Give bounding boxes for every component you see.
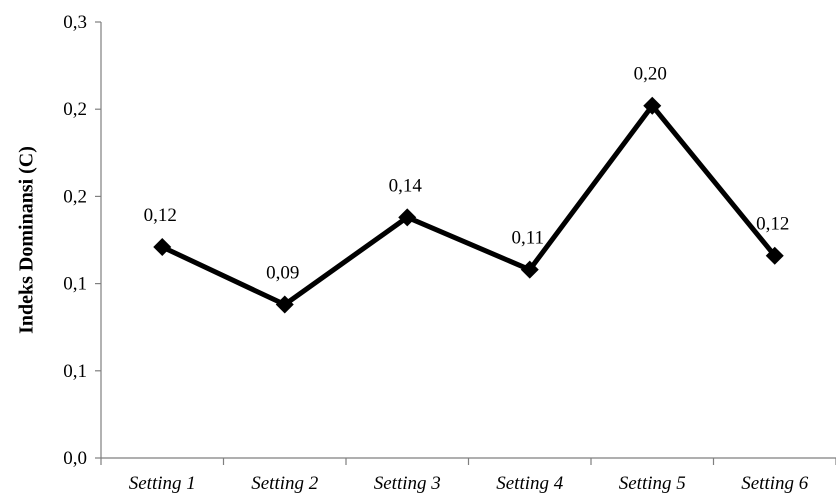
x-tick-label: Setting 4 xyxy=(496,473,564,494)
x-tick-label: Setting 3 xyxy=(374,473,441,494)
y-tick-label: 0,2 xyxy=(63,186,87,207)
data-label: 0,12 xyxy=(144,205,177,226)
y-tick-label: 0,1 xyxy=(63,274,87,295)
y-tick-label: 0,1 xyxy=(63,361,87,382)
x-tick-label: Setting 1 xyxy=(129,473,196,494)
series-line xyxy=(161,103,777,308)
data-label: 0,20 xyxy=(634,64,667,85)
series xyxy=(153,96,784,314)
y-tick-label: 0,3 xyxy=(63,12,87,33)
data-label: 0,11 xyxy=(511,228,544,249)
data-point xyxy=(643,96,662,115)
x-tick-label: Setting 2 xyxy=(251,473,319,494)
data-point xyxy=(520,260,539,279)
x-axis: Setting 1 Setting 2 Setting 3 Setting 4 Sett… xyxy=(100,457,836,494)
data-point xyxy=(275,295,294,314)
data-point xyxy=(765,246,784,265)
y-tick-label: 0,2 xyxy=(63,99,87,120)
data-point xyxy=(153,237,172,256)
y-tick-label: 0,0 xyxy=(63,448,87,469)
x-tick-label: Setting 6 xyxy=(741,473,809,494)
data-point xyxy=(398,208,417,227)
data-label: 0,14 xyxy=(389,175,423,196)
data-label: 0,09 xyxy=(266,263,299,284)
y-axis-label: Indeks Dominansi (C) xyxy=(16,146,38,334)
y-axis: 0,0 0,1 0,1 0,2 0,2 0,3 xyxy=(63,12,102,469)
x-tick-label: Setting 5 xyxy=(619,473,686,494)
data-labels: 0,12 0,09 0,14 0,11 0,20 0,12 xyxy=(144,64,790,284)
data-label: 0,12 xyxy=(756,214,789,235)
